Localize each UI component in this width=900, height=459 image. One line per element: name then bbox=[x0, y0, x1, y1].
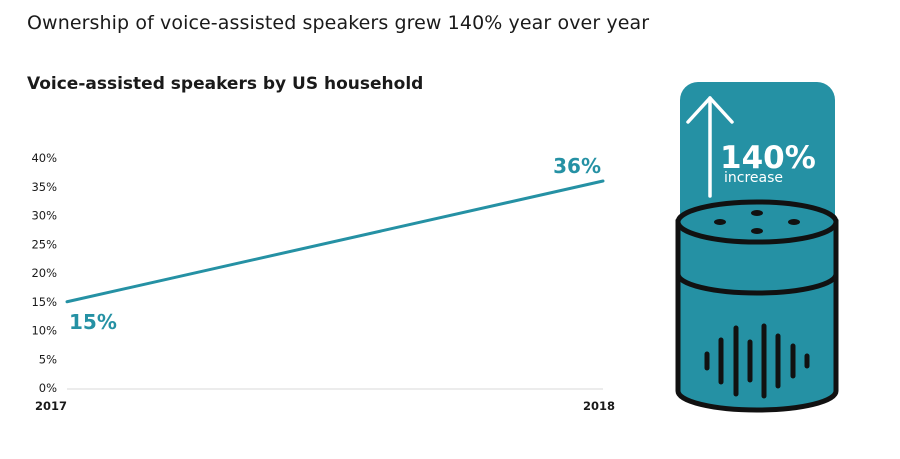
y-tick-label: 40% bbox=[31, 151, 57, 165]
smart-speaker-icon bbox=[675, 199, 839, 413]
series bbox=[65, 179, 605, 304]
up-arrow-icon bbox=[686, 96, 734, 198]
y-tick-label: 10% bbox=[31, 324, 57, 338]
chart-title: Voice-assisted speakers by US household bbox=[27, 74, 424, 94]
y-tick-label: 25% bbox=[31, 237, 57, 251]
data-labels: 15% 36% bbox=[69, 154, 601, 334]
y-tick-label: 0% bbox=[39, 381, 57, 395]
y-tick-label: 30% bbox=[31, 209, 57, 223]
smart-speaker-illustration: 140% increase bbox=[675, 82, 839, 413]
y-tick-label: 15% bbox=[31, 295, 57, 309]
y-tick-label: 35% bbox=[31, 180, 57, 194]
y-tick-label: 5% bbox=[39, 352, 57, 366]
y-axis: 0% 5% 10% 15% 20% 25% 30% 35% 40% bbox=[31, 151, 57, 395]
increase-value: 140% bbox=[720, 140, 816, 176]
data-label: 15% bbox=[69, 310, 117, 334]
x-axis: 2017 2018 bbox=[35, 388, 615, 413]
line-chart: 0% 5% 10% 15% 20% 25% 30% 35% 40% 2017 2018 15% 36… bbox=[31, 151, 615, 413]
y-tick-label: 20% bbox=[31, 266, 57, 280]
x-tick-label: 2017 bbox=[35, 399, 67, 413]
x-tick-label: 2018 bbox=[583, 399, 615, 413]
increase-label: increase bbox=[724, 170, 783, 186]
series-line bbox=[65, 179, 605, 304]
headline: Ownership of voice-assisted speakers gre… bbox=[27, 12, 650, 34]
data-label: 36% bbox=[553, 154, 601, 178]
